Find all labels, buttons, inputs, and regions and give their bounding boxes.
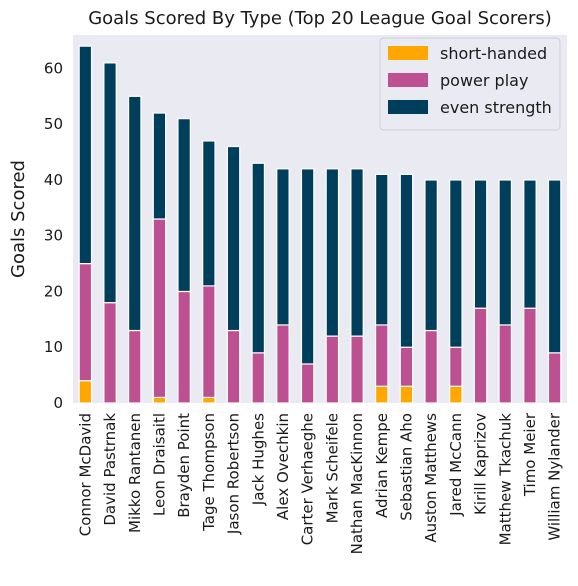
x-tick-label: Jared McCann: [447, 413, 465, 517]
x-tick-label: Carter Verhaeghe: [299, 413, 317, 545]
x-tick-label: Connor McDavid: [76, 413, 94, 536]
x-tick-label: Matthew Tkachuk: [496, 413, 514, 546]
bar-short-handed-5: [202, 396, 216, 404]
bar-power-play-8: [276, 324, 290, 404]
bar-even-strength-1: [103, 62, 117, 304]
x-tick-label: Brayden Point: [175, 413, 193, 518]
bar-power-play-1: [103, 302, 117, 404]
legend-label: short-handed: [440, 44, 547, 63]
bar-power-play-14: [424, 329, 438, 404]
bar-power-play-15: [449, 346, 463, 387]
x-tick-label: William Nylander: [546, 412, 564, 540]
bar-power-play-18: [523, 307, 537, 404]
bar-even-strength-6: [226, 145, 241, 332]
x-tick-label: Mikko Rantanen: [126, 413, 144, 533]
x-tick-label: Mark Scheifele: [323, 413, 341, 523]
bar-even-strength-15: [449, 179, 463, 348]
x-tick-label: Sebastian Aho: [397, 413, 415, 521]
x-tick-label: Jack Hughes: [249, 413, 267, 506]
legend: short-handed power play even strength: [379, 37, 561, 131]
y-tick-label: 0: [53, 394, 63, 412]
x-tick-label: Nathan MacKinnon: [348, 413, 366, 554]
x-tick-label: Adrian Kempe: [373, 413, 391, 518]
bar-even-strength-7: [251, 162, 266, 354]
bar-even-strength-17: [498, 179, 513, 326]
y-tick-label: 20: [44, 282, 63, 300]
x-tick-label: Timo Meier: [521, 412, 539, 497]
bar-even-strength-19: [547, 179, 562, 354]
bar-short-handed-3: [152, 396, 167, 404]
bar-even-strength-12: [374, 173, 389, 326]
y-tick-label: 30: [44, 227, 63, 245]
x-tick-label: Kirill Kaprizov: [472, 413, 490, 515]
bar-power-play-7: [251, 352, 266, 404]
bar-power-play-9: [300, 363, 315, 404]
y-tick-label: 10: [44, 338, 63, 356]
bar-short-handed-13: [399, 385, 414, 404]
x-tick-label: David Pastrnak: [101, 413, 119, 526]
bar-power-play-16: [473, 307, 488, 404]
x-tick-label: Alex Ovechkin: [274, 413, 292, 520]
x-ticks: Connor McDavid David Pastrnak Mikko Rantan…: [76, 412, 563, 554]
bar-power-play-5: [202, 285, 216, 399]
bar-power-play-0: [78, 263, 93, 382]
chart-title: Goals Scored By Type (Top 20 League Goal…: [88, 8, 552, 29]
bar-even-strength-2: [127, 95, 142, 332]
legend-swatch-even-strength: [388, 100, 428, 114]
y-tick-label: 50: [44, 115, 63, 133]
y-tick-label: 40: [44, 171, 63, 189]
bar-power-play-19: [547, 352, 562, 404]
bar-power-play-17: [498, 324, 513, 404]
bar-power-play-2: [127, 329, 142, 404]
bar-power-play-3: [152, 218, 167, 399]
legend-swatch-power-play: [388, 73, 428, 87]
y-tick-label: 60: [44, 59, 63, 77]
legend-swatch-short-handed: [388, 46, 428, 60]
bar-power-play-10: [325, 335, 340, 404]
bar-even-strength-8: [276, 168, 290, 326]
bar-even-strength-10: [325, 168, 340, 337]
bar-power-play-4: [177, 290, 191, 404]
x-tick-label: Leon Draisaitl: [150, 413, 168, 516]
bar-even-strength-3: [152, 112, 167, 220]
bar-even-strength-16: [473, 179, 488, 309]
x-tick-label: Auston Matthews: [422, 413, 440, 543]
bar-even-strength-18: [523, 179, 537, 309]
bar-even-strength-13: [399, 173, 414, 348]
y-ticks: 0 10 20 30 40 50 60: [44, 59, 63, 412]
bars: [78, 45, 562, 404]
legend-label: power play: [440, 71, 528, 90]
bar-even-strength-11: [350, 168, 364, 337]
bar-power-play-6: [226, 329, 241, 404]
bar-power-play-11: [350, 335, 364, 404]
bar-short-handed-15: [449, 385, 463, 404]
bar-short-handed-0: [78, 380, 93, 404]
x-tick-label: Jason Robertson: [225, 413, 243, 535]
bar-even-strength-5: [202, 140, 216, 287]
legend-label: even strength: [440, 98, 552, 117]
bar-even-strength-4: [177, 118, 191, 293]
bar-even-strength-9: [300, 168, 315, 365]
bar-even-strength-14: [424, 179, 438, 332]
x-tick-label: Tage Thompson: [200, 413, 218, 532]
bar-short-handed-12: [374, 385, 389, 404]
y-axis-label: Goals Scored: [8, 160, 29, 278]
bar-power-play-12: [374, 324, 389, 387]
bar-even-strength-0: [78, 45, 93, 265]
bar-power-play-13: [399, 346, 414, 387]
